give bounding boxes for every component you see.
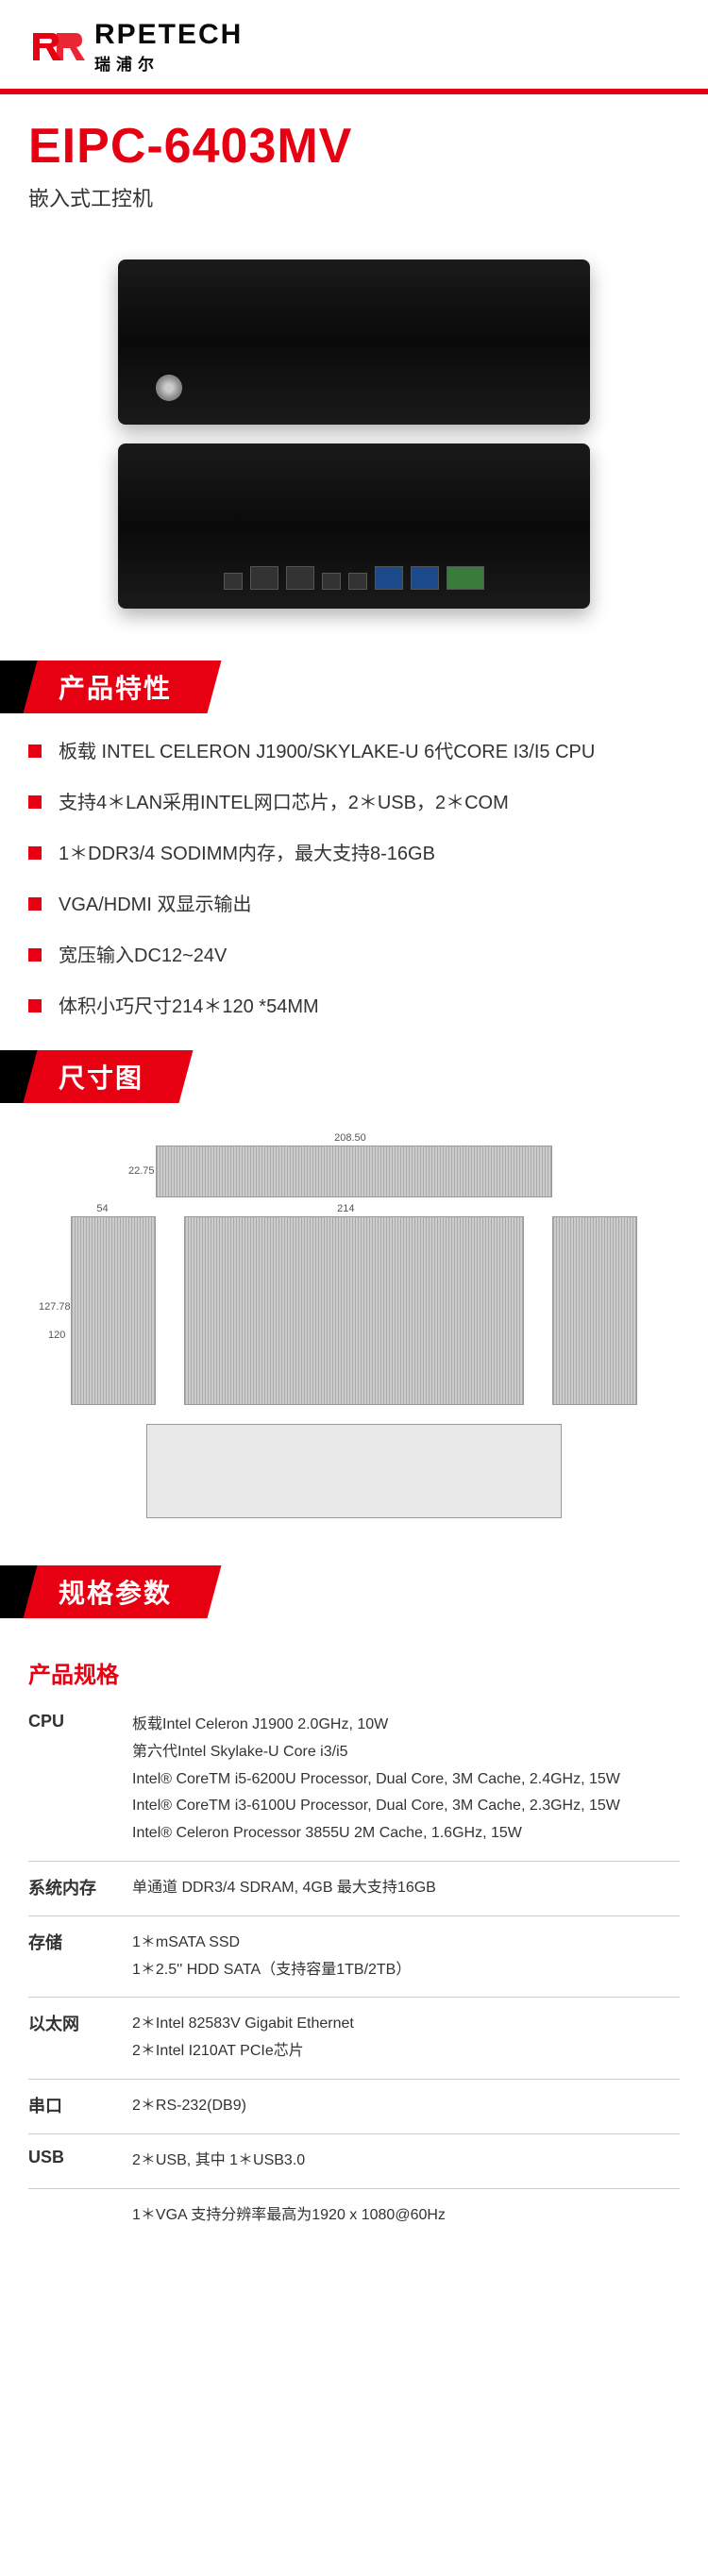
spec-value: 1＊mSATA SSD 1＊2.5'' HDD SATA（支持容量1TB/2TB… [132,1930,411,1984]
product-category: 嵌入式工控机 [28,182,680,212]
feature-text: 支持4＊LAN采用INTEL网口芯片，2＊USB，2＊COM [59,788,509,818]
spec-label: 串口 [28,2093,132,2120]
spec-value: 板载Intel Celeron J1900 2.0GHz, 10W 第六代Int… [132,1712,620,1848]
feature-text: 宽压输入DC12~24V [59,941,227,971]
dimensions-drawings: 208.50 22.75 54 127.78 120 214 236.50 [0,1127,708,1537]
bullet-icon [28,999,42,1012]
port-graphic [224,573,243,590]
dimensions-title: 尺寸图 [59,1058,143,1096]
feature-text: 体积小巧尺寸214＊120 *54MM [59,992,319,1022]
dim-label: 22.75 [128,1165,155,1177]
spec-label: 系统内存 [28,1875,132,1902]
spec-row: 串口 2＊RS-232(DB9) [28,2080,680,2134]
feature-item: 板载 INTEL CELERON J1900/SKYLAKE-U 6代CORE … [28,737,680,767]
spec-line: 2＊RS-232(DB9) [132,2093,246,2120]
device-front-image [118,259,590,425]
spec-line: Intel® Celeron Processor 3855U 2M Cache,… [132,1820,620,1848]
brand-logo-text: RPETECH 瑞浦尔 [94,19,243,75]
spec-line: 板载Intel Celeron J1900 2.0GHz, 10W [132,1712,620,1739]
section-header-specs: 规格参数 [0,1565,708,1618]
spec-value: 2＊RS-232(DB9) [132,2093,246,2120]
spec-line: 单通道 DDR3/4 SDRAM, 4GB 最大支持16GB [132,1875,436,1902]
spec-row: 以太网 2＊Intel 82583V Gigabit Ethernet 2＊In… [28,1998,680,2080]
product-images [0,236,708,632]
features-list: 板载 INTEL CELERON J1900/SKYLAKE-U 6代CORE … [0,737,708,1022]
spec-row: 1＊VGA 支持分辨率最高为1920 x 1080@60Hz [28,2189,680,2243]
feature-item: 宽压输入DC12~24V [28,941,680,971]
port-graphic [375,566,403,590]
feature-item: 体积小巧尺寸214＊120 *54MM [28,992,680,1022]
dimension-top-view: 208.50 22.75 [156,1146,552,1197]
port-graphic [348,573,367,590]
dim-label: 127.78 [39,1301,71,1313]
section-header-bg: 规格参数 [23,1565,221,1618]
specs-title: 规格参数 [59,1573,172,1611]
brand-name-cn: 瑞浦尔 [94,51,243,75]
spec-label: 存储 [28,1930,132,1984]
bullet-icon [28,795,42,809]
spec-row: USB 2＊USB, 其中 1＊USB3.0 [28,2134,680,2189]
spec-value: 单通道 DDR3/4 SDRAM, 4GB 最大支持16GB [132,1875,436,1902]
specs-table: CPU 板载Intel Celeron J1900 2.0GHz, 10W 第六… [0,1698,708,2242]
bullet-icon [28,897,42,911]
brand-name-en: RPETECH [94,19,243,51]
spec-line: 2＊USB, 其中 1＊USB3.0 [132,2148,305,2175]
spec-row: CPU 板载Intel Celeron J1900 2.0GHz, 10W 第六… [28,1698,680,1862]
spec-line: 第六代Intel Skylake-U Core i3/i5 [132,1739,620,1766]
spec-line: 1＊mSATA SSD [132,1930,411,1957]
port-graphic [322,573,341,590]
section-header-bg: 尺寸图 [23,1050,193,1103]
spec-row: 系统内存 单通道 DDR3/4 SDRAM, 4GB 最大支持16GB [28,1862,680,1916]
feature-item: 支持4＊LAN采用INTEL网口芯片，2＊USB，2＊COM [28,788,680,818]
spec-value: 1＊VGA 支持分辨率最高为1920 x 1080@60Hz [132,2202,446,2230]
dim-label: 208.50 [334,1132,366,1144]
bullet-icon [28,948,42,962]
dim-label: 120 [48,1330,65,1341]
dim-label: 214 [337,1203,354,1214]
spec-line: 2＊Intel 82583V Gigabit Ethernet [132,2011,354,2038]
port-graphic [447,566,484,590]
bullet-icon [28,846,42,860]
device-rear-image [118,443,590,609]
spec-label: USB [28,2148,132,2175]
section-header-features: 产品特性 [0,661,708,713]
dimension-front-view: 214 [184,1216,524,1405]
port-graphic [411,566,439,590]
spec-value: 2＊USB, 其中 1＊USB3.0 [132,2148,305,2175]
spec-label: 以太网 [28,2011,132,2066]
spec-line: 1＊VGA 支持分辨率最高为1920 x 1080@60Hz [132,2202,446,2230]
dimension-bottom-view: 236.50 [146,1424,562,1518]
brand-logo-icon [28,25,85,68]
spec-line: Intel® CoreTM i5-6200U Processor, Dual C… [132,1766,620,1794]
bullet-icon [28,744,42,758]
port-graphic [286,566,314,590]
spec-line: 1＊2.5'' HDD SATA（支持容量1TB/2TB） [132,1957,411,1984]
feature-item: VGA/HDMI 双显示输出 [28,890,680,920]
dimension-side-view: 54 127.78 120 [71,1216,156,1405]
product-model: EIPC-6403MV [28,118,680,175]
spec-label [28,2202,132,2230]
spec-value: 2＊Intel 82583V Gigabit Ethernet 2＊Intel … [132,2011,354,2066]
spec-line: Intel® CoreTM i3-6100U Processor, Dual C… [132,1793,620,1820]
header: RPETECH 瑞浦尔 [0,0,708,89]
spec-label: CPU [28,1712,132,1848]
power-button-graphic [156,375,182,401]
feature-item: 1＊DDR3/4 SODIMM内存，最大支持8-16GB [28,839,680,869]
section-header-bg: 产品特性 [23,661,221,713]
dim-label: 54 [96,1203,108,1214]
dimension-side-view-2 [552,1216,637,1405]
features-title: 产品特性 [59,668,172,706]
port-graphic [250,566,278,590]
feature-text: 1＊DDR3/4 SODIMM内存，最大支持8-16GB [59,839,435,869]
feature-text: 板载 INTEL CELERON J1900/SKYLAKE-U 6代CORE … [59,737,595,767]
section-header-dimensions: 尺寸图 [0,1050,708,1103]
spec-row: 存储 1＊mSATA SSD 1＊2.5'' HDD SATA（支持容量1TB/… [28,1916,680,1999]
title-section: EIPC-6403MV 嵌入式工控机 [0,118,708,236]
header-divider [0,89,708,94]
feature-text: VGA/HDMI 双显示输出 [59,890,251,920]
spec-line: 2＊Intel I210AT PCIe芯片 [132,2038,354,2066]
specs-subtitle: 产品规格 [0,1642,708,1698]
